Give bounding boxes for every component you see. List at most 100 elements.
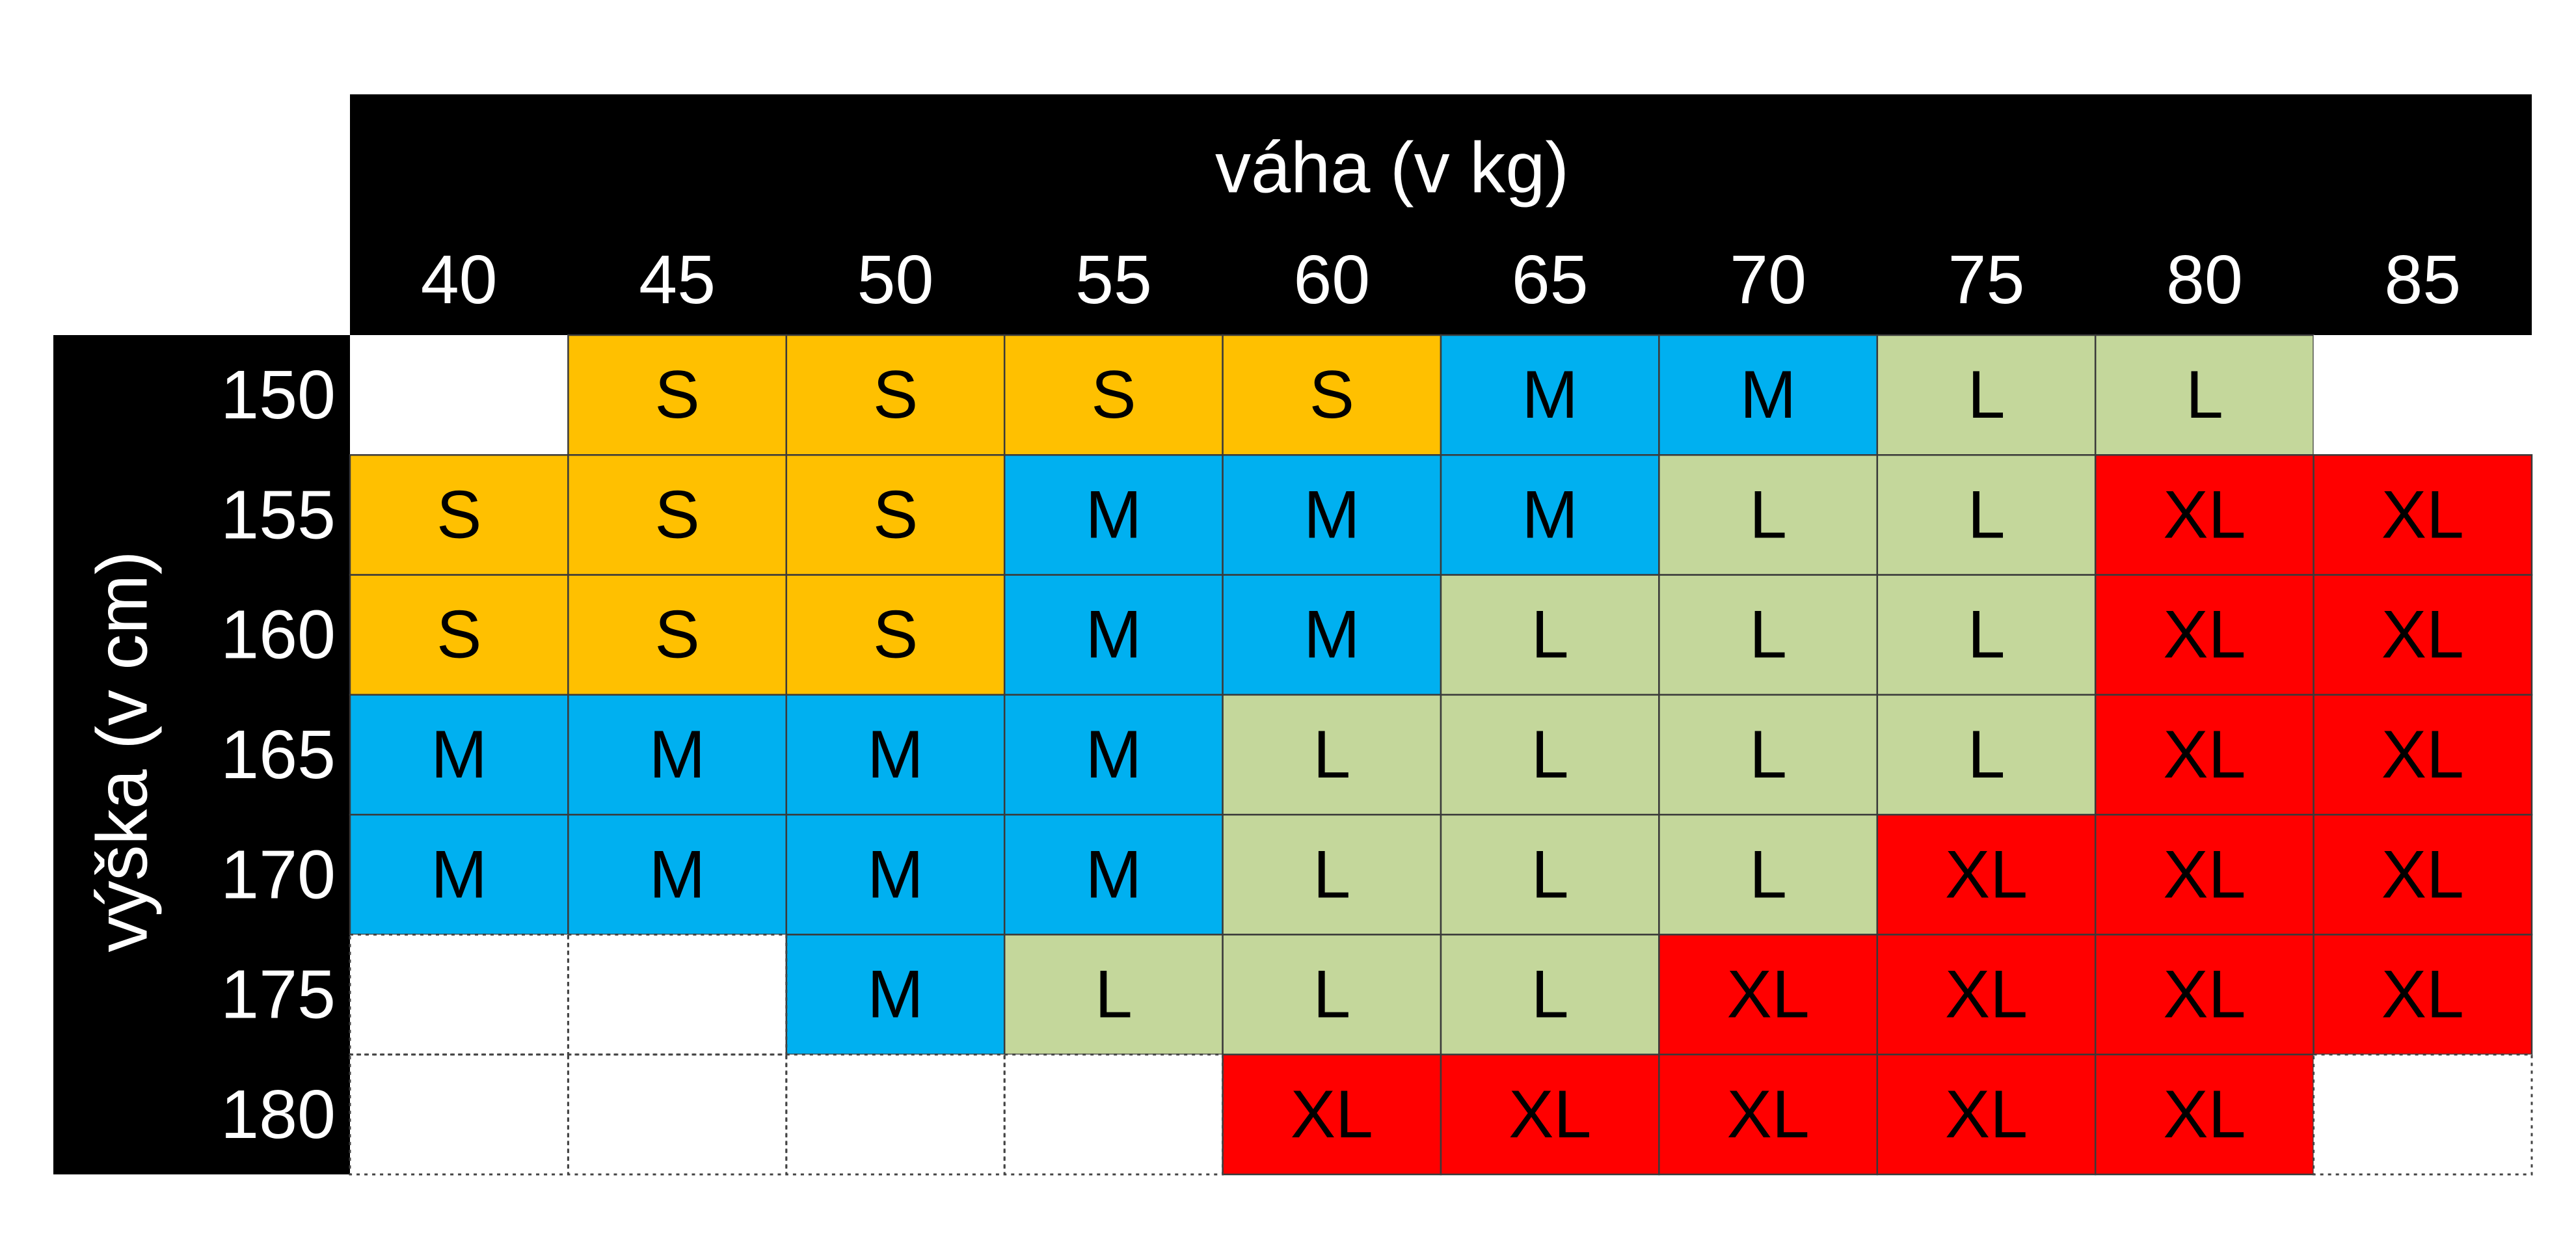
cell-bg	[1876, 934, 2097, 1055]
cell-size-label: S	[436, 477, 481, 552]
cell-bg	[1658, 334, 1879, 456]
cell-size-label: L	[1749, 597, 1787, 673]
x-tick-labels: 40 45 50 55 60 65 70 75 80 85	[421, 241, 2462, 318]
cell-bg	[1003, 574, 1224, 696]
cell-150-45: S	[567, 334, 788, 456]
cell-size-label: S	[654, 597, 699, 673]
cell-165-70: L	[1658, 694, 1879, 816]
cell-size-label: XL	[2381, 957, 2464, 1033]
cell-180-75: XL	[1876, 1053, 2097, 1176]
cell-170-55: M	[1003, 813, 1224, 936]
cell-160-75: L	[1876, 574, 2097, 696]
cell-size-label: L	[1531, 837, 1569, 912]
cell-bg	[1222, 813, 1442, 936]
cell-size-label: S	[873, 357, 918, 433]
cell-160-45: S	[567, 574, 788, 696]
x-tick-65: 65	[1512, 241, 1589, 318]
cell-size-label: XL	[1726, 1077, 1809, 1152]
y-tick-175: 175	[221, 956, 336, 1033]
cell-bg	[2313, 335, 2532, 455]
cell-175-75: XL	[1876, 934, 2097, 1055]
cell-bg	[786, 1054, 1005, 1174]
cell-180-80: XL	[2094, 1053, 2314, 1176]
cell-size-label: M	[867, 717, 924, 792]
cell-165-75: L	[1876, 694, 2097, 816]
y-tick-165: 165	[221, 716, 336, 793]
cell-size-label: L	[1749, 717, 1787, 792]
cell-180-50	[786, 1054, 1005, 1174]
cell-bg	[568, 934, 786, 1055]
cell-size-label: S	[654, 477, 699, 552]
cell-size-label: L	[1531, 597, 1569, 673]
cell-150-80: L	[2094, 334, 2314, 456]
cell-size-label: L	[1968, 357, 2006, 433]
cell-bg	[567, 694, 788, 816]
cell-155-40: S	[349, 454, 569, 576]
cell-size-label: XL	[1509, 1077, 1591, 1152]
cell-160-60: M	[1222, 574, 1442, 696]
cell-size-label: S	[873, 477, 918, 552]
cell-bg	[1003, 813, 1224, 936]
cell-170-80: XL	[2094, 813, 2314, 936]
cell-150-40	[350, 335, 569, 455]
cell-size-label: M	[649, 717, 706, 792]
empty-cell-border	[2313, 1053, 2533, 1176]
cell-165-60: L	[1222, 694, 1442, 816]
cell-size-label: M	[1086, 477, 1142, 552]
cell-180-60: XL	[1222, 1053, 1442, 1176]
cell-150-50: S	[785, 334, 1006, 456]
cell-170-75: XL	[1876, 813, 2097, 936]
cell-bg	[1440, 694, 1660, 816]
cell-bg	[1222, 694, 1442, 816]
cell-size-label: M	[1522, 357, 1578, 433]
cell-bg	[2313, 1054, 2532, 1174]
cell-150-70: M	[1658, 334, 1879, 456]
cell-155-65: M	[1440, 454, 1660, 576]
cell-bg	[1004, 1054, 1223, 1174]
cell-165-55: M	[1003, 694, 1224, 816]
cell-175-70: XL	[1658, 934, 1879, 1055]
cell-bg	[567, 454, 788, 576]
cell-150-75: L	[1876, 334, 2097, 456]
cell-170-40: M	[349, 813, 569, 936]
cell-180-45	[568, 1054, 786, 1174]
cell-bg	[2313, 454, 2533, 576]
cell-size-label: S	[654, 357, 699, 433]
cell-170-85: XL	[2313, 813, 2533, 936]
empty-cell-border	[567, 933, 788, 1056]
cell-bg	[1222, 934, 1442, 1055]
cell-size-label: L	[1749, 837, 1787, 912]
cell-size-label: M	[867, 837, 924, 912]
cell-165-65: L	[1440, 694, 1660, 816]
cell-170-50: M	[785, 813, 1006, 936]
cell-160-65: L	[1440, 574, 1660, 696]
cell-size-label: L	[1313, 717, 1350, 792]
cell-150-60: S	[1222, 334, 1442, 456]
x-tick-60: 60	[1293, 241, 1370, 318]
cell-bg	[1003, 454, 1224, 576]
cell-size-label: XL	[2381, 477, 2464, 552]
cell-bg	[1658, 454, 1879, 576]
cell-175-60: L	[1222, 934, 1442, 1055]
cell-155-80: XL	[2094, 454, 2314, 576]
cell-size-label: XL	[1945, 957, 2028, 1033]
cell-size-label: XL	[1945, 837, 2028, 912]
cell-175-65: L	[1440, 934, 1660, 1055]
cell-size-label: L	[1749, 477, 1787, 552]
cell-bg	[2313, 694, 2533, 816]
cell-size-label: M	[649, 837, 706, 912]
cell-155-60: M	[1222, 454, 1442, 576]
empty-area-dotted-grid	[349, 933, 2533, 1176]
cell-size-label: L	[1968, 597, 2006, 673]
empty-cell-border	[1003, 1053, 1224, 1176]
cell-bg	[785, 694, 1006, 816]
cell-180-55	[1004, 1054, 1223, 1174]
cell-170-45: M	[567, 813, 788, 936]
cell-150-55: S	[1003, 334, 1224, 456]
cell-bg	[2094, 694, 2314, 816]
cell-155-85: XL	[2313, 454, 2533, 576]
cell-180-70: XL	[1658, 1053, 1879, 1176]
cell-155-55: M	[1003, 454, 1224, 576]
cell-165-45: M	[567, 694, 788, 816]
cell-bg	[350, 1054, 569, 1174]
